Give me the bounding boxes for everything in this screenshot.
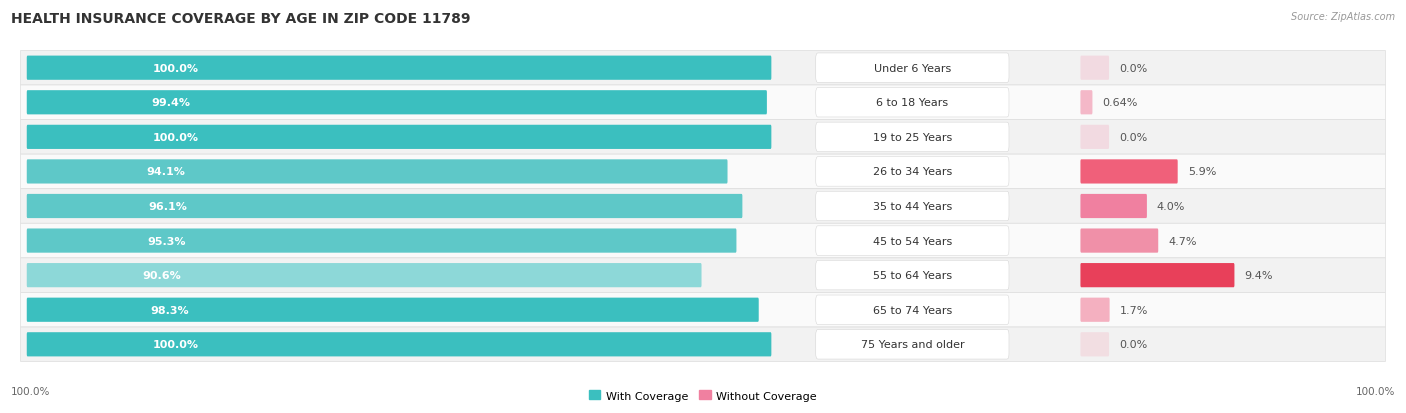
Text: 0.64%: 0.64% (1102, 98, 1137, 108)
FancyBboxPatch shape (815, 54, 1010, 83)
FancyBboxPatch shape (27, 91, 766, 115)
Text: 99.4%: 99.4% (152, 98, 191, 108)
FancyBboxPatch shape (815, 226, 1010, 256)
FancyBboxPatch shape (1080, 298, 1109, 322)
FancyBboxPatch shape (21, 155, 1385, 189)
Text: 0.0%: 0.0% (1119, 64, 1147, 74)
FancyBboxPatch shape (1080, 195, 1147, 218)
Text: Source: ZipAtlas.com: Source: ZipAtlas.com (1291, 12, 1395, 22)
FancyBboxPatch shape (27, 263, 702, 287)
FancyBboxPatch shape (1080, 229, 1159, 253)
FancyBboxPatch shape (21, 293, 1385, 327)
FancyBboxPatch shape (27, 57, 772, 81)
FancyBboxPatch shape (21, 258, 1385, 293)
Text: 4.7%: 4.7% (1168, 236, 1197, 246)
Text: 6 to 18 Years: 6 to 18 Years (876, 98, 949, 108)
FancyBboxPatch shape (27, 160, 727, 184)
FancyBboxPatch shape (815, 88, 1010, 118)
FancyBboxPatch shape (815, 330, 1010, 359)
Text: 19 to 25 Years: 19 to 25 Years (873, 133, 952, 142)
Text: HEALTH INSURANCE COVERAGE BY AGE IN ZIP CODE 11789: HEALTH INSURANCE COVERAGE BY AGE IN ZIP … (11, 12, 471, 26)
FancyBboxPatch shape (21, 189, 1385, 224)
FancyBboxPatch shape (21, 224, 1385, 258)
Text: 96.1%: 96.1% (148, 202, 187, 211)
FancyBboxPatch shape (815, 192, 1010, 221)
FancyBboxPatch shape (1080, 263, 1234, 287)
Text: 75 Years and older: 75 Years and older (860, 339, 965, 349)
Text: 94.1%: 94.1% (146, 167, 184, 177)
Text: 35 to 44 Years: 35 to 44 Years (873, 202, 952, 211)
Legend: With Coverage, Without Coverage: With Coverage, Without Coverage (585, 386, 821, 405)
FancyBboxPatch shape (27, 332, 772, 356)
FancyBboxPatch shape (1080, 57, 1109, 81)
FancyBboxPatch shape (21, 327, 1385, 362)
FancyBboxPatch shape (815, 157, 1010, 187)
FancyBboxPatch shape (27, 126, 772, 150)
Text: 100.0%: 100.0% (152, 339, 198, 349)
Text: Under 6 Years: Under 6 Years (873, 64, 950, 74)
FancyBboxPatch shape (815, 123, 1010, 152)
Text: 95.3%: 95.3% (148, 236, 186, 246)
FancyBboxPatch shape (21, 51, 1385, 86)
Text: 55 to 64 Years: 55 to 64 Years (873, 271, 952, 280)
Text: 100.0%: 100.0% (11, 387, 51, 396)
Text: 0.0%: 0.0% (1119, 133, 1147, 142)
FancyBboxPatch shape (1080, 332, 1109, 356)
FancyBboxPatch shape (21, 120, 1385, 155)
FancyBboxPatch shape (27, 229, 737, 253)
Text: 45 to 54 Years: 45 to 54 Years (873, 236, 952, 246)
FancyBboxPatch shape (815, 261, 1010, 290)
Text: 26 to 34 Years: 26 to 34 Years (873, 167, 952, 177)
FancyBboxPatch shape (1080, 160, 1178, 184)
Text: 5.9%: 5.9% (1188, 167, 1216, 177)
FancyBboxPatch shape (21, 86, 1385, 120)
Text: 4.0%: 4.0% (1157, 202, 1185, 211)
Text: 9.4%: 9.4% (1244, 271, 1272, 280)
Text: 98.3%: 98.3% (150, 305, 190, 315)
Text: 100.0%: 100.0% (152, 64, 198, 74)
Text: 1.7%: 1.7% (1119, 305, 1147, 315)
FancyBboxPatch shape (27, 195, 742, 218)
Text: 65 to 74 Years: 65 to 74 Years (873, 305, 952, 315)
FancyBboxPatch shape (1080, 126, 1109, 150)
Text: 100.0%: 100.0% (1355, 387, 1395, 396)
FancyBboxPatch shape (815, 295, 1010, 325)
Text: 0.0%: 0.0% (1119, 339, 1147, 349)
FancyBboxPatch shape (1080, 91, 1092, 115)
FancyBboxPatch shape (27, 298, 759, 322)
Text: 90.6%: 90.6% (142, 271, 181, 280)
Text: 100.0%: 100.0% (152, 133, 198, 142)
